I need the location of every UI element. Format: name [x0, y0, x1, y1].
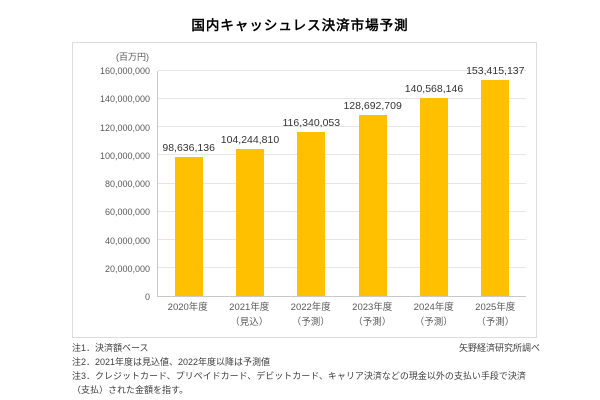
plot-area: 98,636,136 104,244,810 116,340,053 128,692,… [157, 65, 526, 297]
x-axis-label-year: 2024年度 [413, 302, 454, 313]
bar-2022年度: 116,340,053 [283, 117, 340, 296]
x-axis-label: 2023年度 （予測） [342, 301, 404, 333]
x-axis-label-note: （見込） [230, 316, 269, 328]
bar-slot: 116,340,053 [281, 71, 342, 296]
y-axis: 0 20,000,000 40,000,000 60,000,000 80,000,00… [73, 66, 157, 302]
x-axis-label: 2021年度 （見込） [219, 301, 281, 333]
bar-value-label: 116,340,053 [282, 117, 341, 130]
x-axis-label-year: 2021年度 [229, 302, 270, 313]
source-attribution: 矢野経済研究所調べ [458, 343, 540, 353]
bar-value-label: 128,692,709 [343, 100, 402, 113]
gridline [158, 182, 526, 184]
footnote-2: 注2．2021年度は見込値、2022年度以降は予測値 [72, 356, 271, 367]
y-axis-tick-label: 0 [144, 292, 150, 302]
bar-value-label: 104,244,810 [220, 134, 280, 147]
bar-2024年度: 140,568,146 [405, 83, 463, 296]
y-axis-tick-label: 140,000,000 [99, 94, 150, 105]
x-axis-label-note: （予測） [353, 316, 392, 328]
y-axis-tick-label: 80,000,000 [104, 179, 150, 189]
gridline [158, 126, 526, 128]
y-axis-tick-label: 40,000,000 [104, 235, 150, 246]
bar-value-label: 140,568,146 [404, 83, 464, 96]
footnote-1: 注1．決済額ベース [72, 343, 149, 353]
y-axis-tick-label: 120,000,000 [99, 122, 150, 133]
bar-slot: 104,244,810 [219, 71, 280, 296]
bar-slot: 153,415,137 [465, 65, 526, 296]
x-axis-label-year: 2023年度 [352, 302, 393, 313]
gridline [158, 98, 526, 100]
bar-2021年度: 104,244,810 [221, 134, 279, 296]
x-axis: 2020年度 2021年度 （見込） 2022年度 （予測） 2023年度 （予測） 2024… [157, 301, 526, 333]
y-axis-unit-label: (百万円) [116, 52, 149, 62]
x-axis-label: 2020年度 [157, 301, 219, 333]
page-title: 国内キャッシュレス決済市場予測 [191, 18, 409, 33]
x-axis-label-year: 2020年度 [167, 302, 208, 313]
y-axis-tick-label: 100,000,000 [99, 150, 150, 161]
gridline [158, 154, 526, 156]
bar-slot: 98,636,136 [158, 71, 219, 296]
bar-slot: 128,692,709 [342, 71, 403, 296]
y-axis-tick-label: 160,000,000 [99, 66, 150, 76]
bar-value-label: 153,415,137 [466, 65, 525, 78]
x-axis-label-year: 2022年度 [290, 302, 331, 313]
bar-2020年度: 98,636,136 [162, 142, 215, 296]
y-axis-tick-label: 20,000,000 [104, 263, 150, 274]
gridline [158, 70, 526, 71]
bar-2023年度: 128,692,709 [343, 100, 402, 296]
y-axis-tick-label: 60,000,000 [104, 207, 150, 218]
x-axis-label-note: （予測） [476, 316, 515, 328]
gridline [158, 210, 526, 212]
chart: (百万円) 0 20,000,000 40,000,000 60,000,000 80,… [72, 42, 537, 338]
bar-2025年度: 153,415,137 [466, 65, 525, 296]
bar-slot: 140,568,146 [403, 71, 464, 296]
x-axis-label: 2024年度 （予測） [403, 301, 465, 333]
x-axis-label: 2025年度 （予測） [465, 301, 527, 333]
x-axis-label: 2022年度 （予測） [280, 301, 342, 333]
x-axis-label-note: （予測） [414, 316, 453, 328]
footnote-3: 注3．クレジットカード、プリペイドカード、デビットカード、キャリア決済などの現金… [72, 370, 526, 395]
x-axis-label-note: （予測） [291, 316, 330, 328]
gridline [158, 238, 526, 240]
gridline [158, 266, 526, 268]
footnotes: 注1．決済額ベース 矢野経済研究所調べ 注2．2021年度は見込値、2022年度… [72, 342, 540, 398]
x-axis-label-year: 2025年度 [475, 302, 516, 313]
bar-value-label: 98,636,136 [162, 142, 215, 155]
